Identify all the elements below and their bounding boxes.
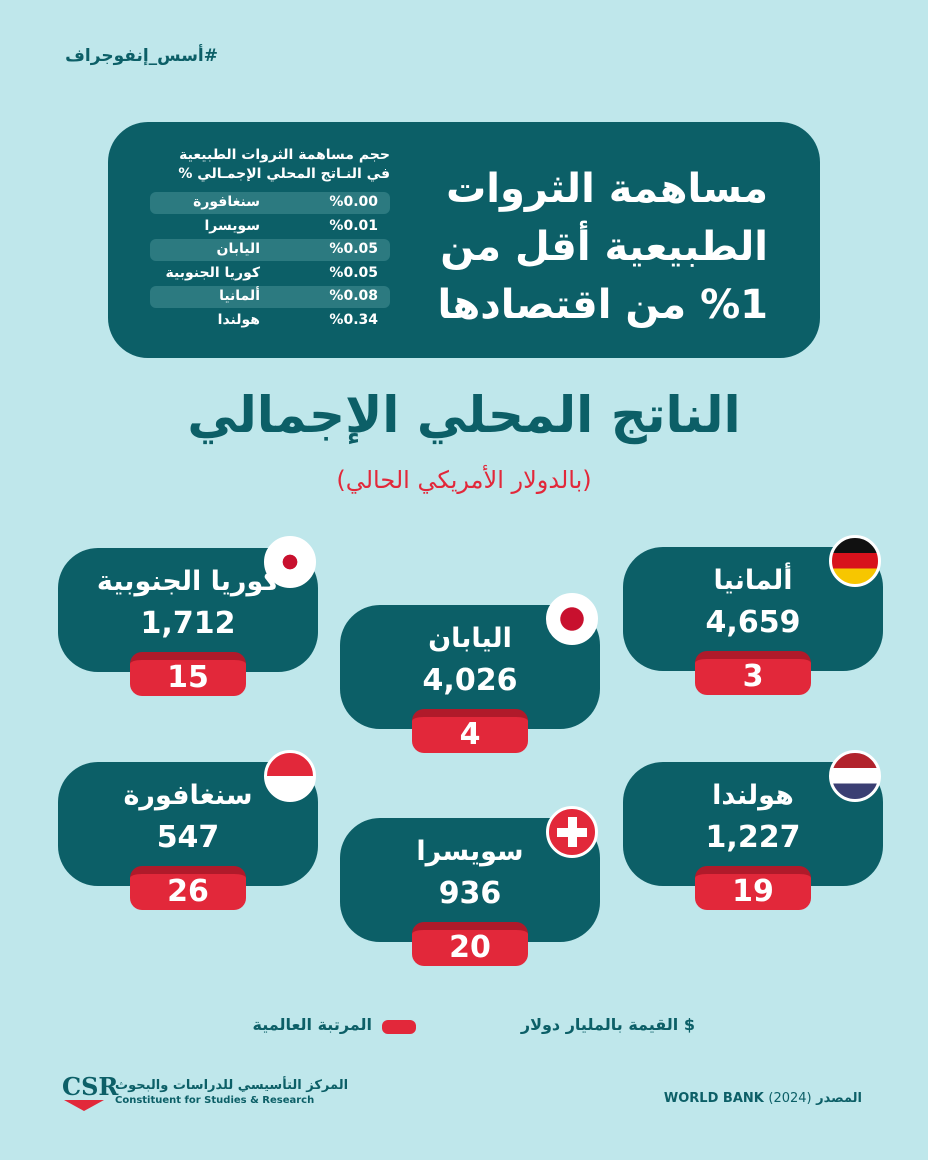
rank-badge: 15 — [130, 652, 246, 696]
headline-line: الطبيعية أقل من — [440, 224, 768, 270]
source-year: (2024) — [768, 1091, 812, 1106]
org-en: Constituent for Studies & Research — [115, 1095, 315, 1106]
table-value: %0.01 — [329, 217, 378, 234]
table-value: %0.05 — [329, 241, 378, 258]
country-card: هولندا 1,227 — [623, 762, 883, 886]
logo: CSR — [62, 1072, 119, 1101]
rank-badge: 19 — [695, 866, 811, 910]
country-name: سنغافورة — [123, 780, 253, 811]
subtitle: (بالدولار الأمريكي الحالي) — [336, 466, 592, 494]
flag — [829, 750, 881, 802]
table-country: ألمانيا — [219, 288, 260, 305]
flag — [264, 750, 316, 802]
logo-rays — [64, 1100, 104, 1111]
country-card: سويسرا 936 — [340, 818, 600, 942]
flag — [546, 806, 598, 858]
flag — [546, 593, 598, 645]
gdp-value: 936 — [438, 876, 502, 911]
country-card: ألمانيا 4,659 — [623, 547, 883, 671]
headline: مساهمة الثروات الطبيعية أقل من %1 من اقت… — [438, 160, 768, 334]
legend-swatch — [382, 1020, 416, 1034]
table-country: سنغافورة — [193, 194, 260, 210]
table-row: ألمانيا %0.08 — [150, 286, 390, 309]
country-name: ألمانيا — [713, 565, 793, 596]
headline-line: مساهمة الثروات — [446, 166, 768, 212]
table-row: اليابان %0.05 — [150, 239, 390, 262]
table-country: هولندا — [217, 312, 260, 328]
table-row: كوريا الجنوبية %0.05 — [150, 263, 390, 285]
table-row: سنغافورة %0.00 — [150, 192, 390, 214]
source: WORLD BANK (2024) المصدر — [664, 1091, 862, 1106]
headline-line: %1 من اقتصادها — [437, 282, 768, 328]
rank-badge: 26 — [130, 866, 246, 910]
rank-badge: 3 — [695, 651, 811, 695]
table-header-line: في النـاتج المحلي الإجمـالي % — [178, 166, 390, 182]
gdp-value: 4,026 — [422, 663, 518, 698]
legend-icon: $ — [683, 1015, 695, 1034]
country-card: كوريا الجنوبية 1,712 — [58, 548, 318, 672]
country-name: هولندا — [712, 780, 794, 811]
title: الناتج المحلي الإجمالي — [187, 386, 741, 444]
table-value: %0.00 — [329, 194, 378, 210]
table-value: %0.34 — [329, 312, 378, 328]
legend-rank: المرتبة العالمية — [252, 1015, 372, 1034]
table-row: هولندا %0.34 — [150, 310, 390, 332]
flag — [264, 536, 316, 588]
table-value: %0.05 — [329, 264, 378, 281]
hashtag: #أسس_إنفوجراف — [65, 46, 218, 66]
rank-badge: 4 — [412, 709, 528, 753]
country-name: كوريا الجنوبية — [96, 566, 280, 597]
gdp-value: 1,227 — [705, 820, 801, 855]
table-value: %0.08 — [329, 288, 378, 305]
table-country: كوريا الجنوبية — [165, 264, 260, 281]
source-name: WORLD BANK — [663, 1091, 764, 1106]
table-header: حجم مساهمة الثروات الطبيعية في النـاتج ا… — [150, 146, 390, 184]
table-country: سويسرا — [204, 217, 260, 234]
table-country: اليابان — [216, 241, 261, 258]
org-ar: المركز التأسيسي للدراسات والبحوث — [115, 1078, 349, 1093]
gdp-value: 4,659 — [705, 605, 801, 640]
rank-badge: 20 — [412, 922, 528, 966]
country-name: سويسرا — [416, 836, 524, 867]
country-name: اليابان — [428, 623, 512, 654]
flag — [829, 535, 881, 587]
source-label: المصدر — [816, 1091, 862, 1106]
table-header-line: حجم مساهمة الثروات الطبيعية — [179, 147, 390, 163]
legend-value: $ القيمة بالمليار دولار — [480, 1015, 695, 1034]
country-card: سنغافورة 547 — [58, 762, 318, 886]
gdp-value: 1,712 — [140, 606, 236, 641]
table-row: سويسرا %0.01 — [150, 216, 390, 238]
gdp-value: 547 — [156, 820, 220, 855]
legend-label: القيمة بالمليار دولار — [520, 1015, 679, 1034]
